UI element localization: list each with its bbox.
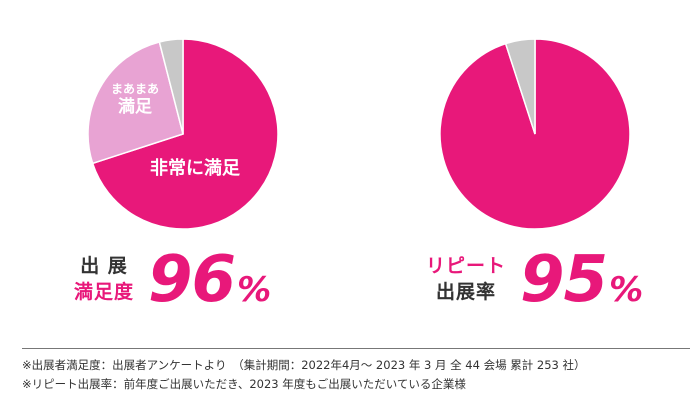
footnote-satisfaction: ※出展者満足度：出展者アンケートより （集計期間：2022年4月～ 2023 年… — [22, 358, 586, 372]
pie-slice — [91, 38, 279, 230]
pie-slice — [87, 41, 184, 165]
satisfaction-stat-label: 出 展 満足度 — [74, 254, 134, 305]
slice-label-line: まあまあ — [110, 82, 159, 96]
stat-number: 95 — [520, 243, 608, 317]
slice-label-fairly-satisfied: まあまあ 満足 — [100, 82, 170, 118]
repeat-rate-stat-label: リピート 出展率 — [426, 254, 506, 305]
repeat-rate-stat-value: 95 % — [520, 248, 643, 312]
slice-label-line: 非常に満足 — [150, 158, 240, 179]
stat-unit: % — [237, 270, 272, 310]
stat-unit: % — [609, 270, 644, 310]
footnotes: ※出展者満足度：出展者アンケートより （集計期間：2022年4月～ 2023 年… — [22, 356, 690, 394]
satisfaction-stat-value: 96 % — [148, 248, 271, 312]
repeat-rate-pie-chart — [439, 38, 631, 230]
footnote-divider — [22, 348, 690, 349]
pie-slice — [158, 38, 184, 135]
satisfaction-pie-chart — [87, 38, 279, 230]
pie-slice — [504, 38, 536, 135]
footnote-repeat-rate: ※リピート出展率：前年度ご出展いただき、2023 年度もご出展いただいている企業… — [22, 377, 466, 391]
slice-label-line: 満足 — [118, 97, 152, 117]
stat-label-line: 出 展 — [80, 255, 128, 278]
stat-number: 96 — [148, 243, 236, 317]
satisfaction-stat: 出 展 満足度 96 % — [74, 248, 271, 312]
stat-label-line: 出展率 — [436, 281, 497, 303]
stat-label-line: リピート — [426, 255, 507, 278]
slice-label-very-satisfied: 非常に満足 — [130, 158, 260, 181]
repeat-rate-stat: リピート 出展率 95 % — [426, 248, 643, 312]
stat-label-line: 満足度 — [74, 281, 135, 303]
